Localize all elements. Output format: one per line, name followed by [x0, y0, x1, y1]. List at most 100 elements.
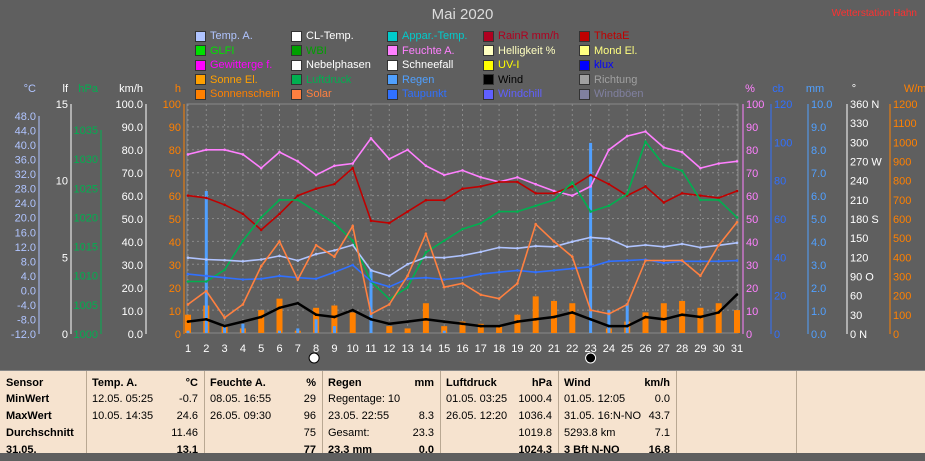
axis-tick-left: 1030 [74, 154, 98, 166]
axis-unit-right: % [745, 83, 755, 95]
series-point [461, 322, 464, 326]
series-point [735, 216, 739, 219]
series-point [589, 185, 592, 188]
legend-item: Taupunkt [387, 88, 447, 100]
axis-tick-right: 50 [746, 214, 758, 226]
series-point [259, 315, 263, 319]
table-header-label: Wind [564, 377, 591, 389]
table-cell-value: 29 [303, 393, 316, 405]
table-cell-value: 13.1 [176, 444, 198, 456]
table-column: Luftdruck hPa 01.05. 03:25 1000.4 26.05. 12:… [440, 371, 559, 456]
series-point [406, 320, 409, 323]
series-point [552, 189, 556, 193]
legend-swatch [579, 74, 590, 85]
series-point [680, 169, 684, 173]
series-point [699, 274, 702, 278]
legend-label: Nebelphasen [306, 59, 371, 71]
x-tick-label: 9 [331, 343, 337, 355]
legend-item: CL-Temp. [291, 30, 354, 42]
series-point [607, 237, 611, 241]
legend-swatch [387, 88, 398, 100]
rain-bar [278, 330, 281, 333]
series-point [388, 303, 391, 306]
series-point [223, 203, 226, 207]
series-point [625, 259, 629, 262]
series-point [241, 260, 245, 263]
axis-tick-left: 60.0 [122, 191, 143, 203]
series-point [479, 250, 483, 254]
table-cell-value: 8.3 [418, 410, 434, 422]
series-point [735, 189, 739, 193]
series-point [296, 194, 300, 197]
series-point [497, 180, 501, 184]
series-point [351, 263, 355, 267]
table-cell: 5293.8 km [564, 427, 616, 439]
legend-item: Appar.-Temp. [387, 30, 467, 42]
axis-tick-right: 330 [850, 118, 868, 130]
series-point [388, 285, 391, 289]
series-point [186, 280, 190, 283]
axis-tick-right: 60 [850, 291, 862, 303]
legend-label: Sonne El. [210, 73, 258, 86]
legend-label: Windböen [594, 88, 644, 100]
series-point [717, 311, 720, 314]
table-header-unit: km/h [644, 377, 670, 389]
axis-tick-right: 120 [850, 252, 868, 264]
axis-tick-right: 120 [774, 99, 792, 111]
axis-tick-left: 10 [169, 306, 181, 318]
axis-tick-right: 40 [774, 252, 786, 264]
series-point [278, 306, 281, 310]
axis-tick-left: 30 [169, 260, 181, 272]
table-cell: 26.05. 12:20 [446, 410, 508, 422]
series-point [406, 262, 409, 266]
axis-tick-right: 10 [746, 306, 758, 318]
legend-swatch [387, 30, 398, 42]
series-point [534, 244, 537, 248]
series-point [442, 198, 446, 202]
series-point [186, 153, 190, 156]
plot-svg: °C48.044.040.036.032.028.024.020.016.012… [11, 83, 925, 364]
axis-tick-left: 1020 [74, 212, 98, 224]
x-tick-label: 29 [694, 343, 706, 355]
series-point [296, 160, 300, 163]
table-header: Wind km/h [564, 377, 670, 394]
legend-swatch [195, 88, 206, 100]
series-point [314, 210, 318, 213]
series-point [369, 312, 373, 316]
table-cell: 26.05. 09:30 [210, 410, 272, 422]
series-point [589, 173, 592, 177]
sunshine-bar [532, 296, 539, 333]
axis-tick-left: -12.0 [11, 329, 36, 341]
axis-tick-right: 90 O [850, 272, 874, 284]
axis-tick-right: 0.0 [811, 329, 826, 341]
sunshine-bar [642, 312, 649, 333]
x-tick-label: 22 [566, 343, 578, 355]
sunshine-bar [697, 307, 704, 333]
series-point [552, 240, 556, 243]
series-point [479, 185, 483, 188]
series-point [369, 280, 373, 283]
axis-unit-right: cb [772, 83, 784, 95]
axis-tick-left: -8.0 [17, 314, 36, 326]
legend-item: ThetaE [579, 30, 629, 42]
axis-tick-right: 20 [774, 291, 786, 303]
axis-tick-right: 60 [774, 214, 786, 226]
series-point [186, 303, 190, 306]
full-moon-icon [308, 352, 320, 364]
table-cell-value: 96 [303, 410, 316, 422]
table-header-label: Feuchte A. [210, 377, 266, 389]
series-point [424, 318, 428, 321]
legend-item: Gewitterge f. [195, 59, 272, 71]
axis-tick-left: 80 [169, 145, 181, 157]
x-tick-label: 24 [603, 343, 615, 355]
axis-tick-right: 8.0 [811, 145, 826, 157]
x-tick-label: 13 [401, 343, 413, 355]
axis-tick-left: 0.0 [21, 285, 36, 297]
legend-label: Luftdruck [306, 73, 352, 86]
series-point [571, 194, 574, 197]
series-point [351, 162, 355, 165]
table-header-label: Luftdruck [446, 377, 497, 389]
axis-tick-left: 36.0 [15, 155, 36, 167]
legend-item: Richtung [579, 74, 637, 86]
axis-tick-right: 80 [774, 176, 786, 188]
